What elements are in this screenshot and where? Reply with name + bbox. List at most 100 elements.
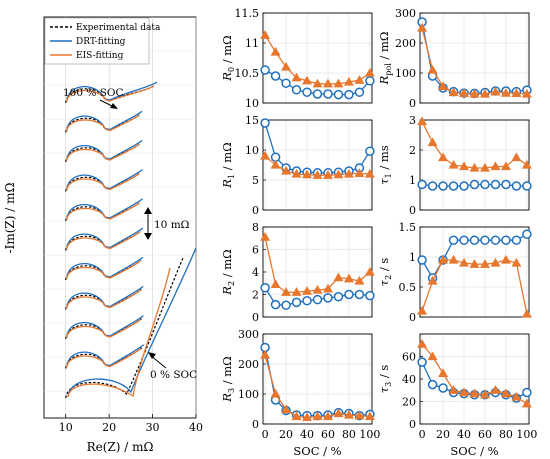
drt-marker (448, 235, 459, 245)
eis-marker (354, 168, 365, 178)
eis-marker (500, 161, 511, 171)
eis-marker (521, 88, 532, 98)
drt-marker (323, 89, 333, 99)
panel-ytick-label: 200 (395, 37, 416, 50)
eis-marker (333, 78, 344, 88)
drt-marker (260, 65, 270, 75)
eis-series-line (421, 121, 528, 169)
eis-marker (490, 161, 501, 171)
panel-ytick-label: 300 (395, 7, 416, 20)
drt-marker (459, 181, 469, 191)
eis-fit-curve (66, 85, 155, 103)
eis-marker (364, 266, 375, 276)
panel-ytick-label: 1 (409, 251, 416, 264)
panel-xtick-label: 40 (300, 428, 314, 441)
eis-fit-curve (66, 289, 141, 309)
panel-ytick-label: 11.5 (235, 7, 260, 20)
eis-fit-curve (66, 143, 140, 162)
eis-marker (438, 81, 449, 91)
legend: Experimental data DRT-fitting EIS-fittin… (44, 17, 161, 65)
eis-marker (291, 72, 302, 82)
eis-marker (343, 168, 354, 178)
drt-marker (522, 229, 532, 239)
drt-marker (333, 89, 344, 100)
eis-marker (479, 88, 490, 98)
eis-marker (260, 232, 271, 241)
drt-marker (354, 87, 365, 97)
eis-marker (364, 67, 375, 77)
eis-marker (322, 78, 333, 88)
eis-marker (312, 170, 323, 179)
panel-ytick-label: 11 (245, 37, 259, 50)
panel-frame (419, 226, 530, 318)
panel-ylabel: τ1 / ms (377, 145, 393, 185)
param-panel: 0 2 4 6 8 R2 / mΩ (220, 221, 375, 324)
eis-marker (333, 272, 344, 282)
eis-marker (438, 254, 449, 264)
eis-marker (302, 75, 313, 85)
drt-marker (511, 181, 522, 191)
panel-ytick-label: 6 (252, 244, 259, 257)
panel-xlabel: SOC / % (450, 444, 498, 458)
eis-marker (270, 279, 281, 289)
param-panel: 0 0.5 1 1.5 τ2 / s (377, 221, 532, 324)
eis-marker (459, 161, 470, 171)
panel-frame (419, 12, 530, 104)
soc0-annotation: 0 % SOC (150, 369, 197, 381)
eis-marker (459, 387, 470, 397)
panel-ytick-label: 0 (252, 311, 259, 324)
panel-xtick-label: 40 (457, 428, 471, 441)
drt-fit-curve (67, 247, 197, 398)
eis-marker (270, 388, 281, 398)
eis-marker (448, 254, 459, 264)
panel-ytick-label: 0 (409, 311, 416, 324)
drt-marker (469, 179, 480, 190)
eis-fit-curve (66, 260, 141, 280)
eis-marker (469, 388, 480, 398)
drt-marker (312, 294, 323, 305)
nyquist-xtick-label: 40 (189, 421, 203, 434)
eis-marker (302, 286, 313, 295)
eis-series-line (421, 27, 527, 95)
eis-marker (312, 411, 323, 421)
drt-series-line (264, 122, 371, 174)
soc0-arrowhead (148, 352, 156, 359)
drt-marker (260, 118, 270, 128)
eis-marker (333, 169, 344, 179)
panel-ylabel: R2 / mΩ (220, 249, 236, 295)
drt-marker (281, 78, 291, 88)
eis-marker (322, 411, 333, 421)
drt-marker (354, 289, 365, 300)
drt-marker (427, 379, 438, 390)
panel-xtick-label: 80 (342, 428, 356, 441)
eis-series-line (264, 236, 371, 293)
nyquist-panel: 10 20 30 40 Re(Z) / mΩ -Im(Z) / mΩ Experime… (3, 16, 203, 454)
eis-fit-curve (66, 231, 141, 250)
eis-marker (427, 64, 438, 74)
eis-marker (343, 76, 354, 86)
panel-ytick-label: 0 (252, 418, 259, 431)
legend-label-exp: Experimental data (76, 23, 161, 33)
panel-xtick-label: 0 (419, 428, 426, 441)
nyquist-xtick-label: 20 (102, 421, 116, 434)
panel-ytick-label: 5 (252, 174, 259, 187)
soc100-annotation: 100 % SOC (63, 87, 124, 99)
panel-ytick-label: 300 (238, 328, 259, 341)
nyquist-ticks: 10 20 30 40 (59, 414, 203, 434)
drt-marker (365, 76, 375, 86)
eis-fit-curve (66, 348, 142, 368)
panel-ytick-label: 2 (252, 289, 259, 302)
eis-marker (448, 159, 459, 169)
soc100-arrowhead (110, 103, 118, 109)
panel-xtick-label: 0 (262, 428, 269, 441)
drt-marker (490, 179, 501, 190)
panel-ylabel: τ3 / s (377, 365, 393, 394)
eis-series-line (264, 34, 371, 85)
experimental-curve (65, 347, 143, 369)
panel-ytick-label: 4 (252, 266, 259, 279)
eis-marker (270, 159, 281, 169)
eis-marker (511, 257, 522, 267)
param-panel: 0 1 2 3 τ1 / ms (377, 114, 532, 217)
